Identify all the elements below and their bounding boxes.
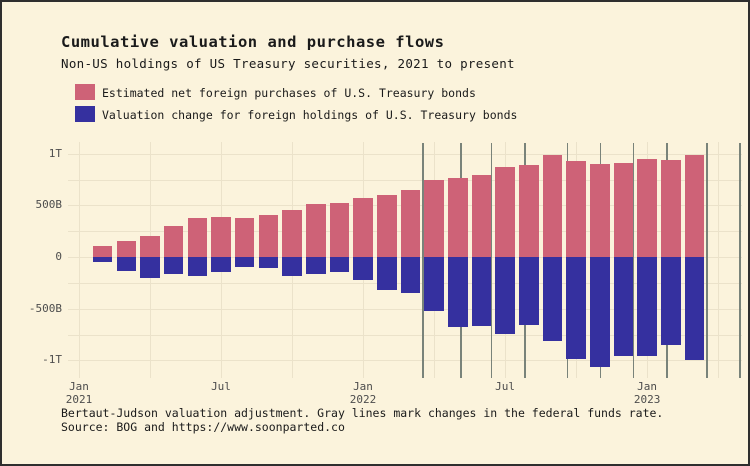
gridline-horizontal: [68, 360, 742, 362]
valuation-bar: [519, 257, 539, 326]
x-axis-label: Jan 2022: [335, 380, 391, 406]
y-axis-label: -500B: [28, 301, 62, 315]
chart-title: Cumulative valuation and purchase flows: [61, 33, 445, 51]
legend-swatch-valuation: [75, 106, 95, 122]
x-axis-label: Jan 2023: [619, 380, 675, 406]
valuation-bar: [234, 257, 255, 267]
purchases-bar: [187, 218, 208, 257]
purchases-bar: [234, 217, 255, 257]
fed-funds-rate-change-line: [739, 143, 741, 378]
legend-swatch-purchases: [75, 84, 95, 100]
x-axis-label: Jul: [477, 380, 533, 393]
purchases-bar: [211, 217, 231, 257]
valuation-bar: [613, 257, 634, 357]
purchases-bar: [400, 189, 421, 257]
gridline-horizontal: [68, 334, 742, 336]
gridline-horizontal: [68, 179, 742, 181]
purchases-bar: [258, 214, 279, 257]
purchases-bar: [542, 155, 563, 257]
purchases-bar: [329, 203, 350, 257]
gridline-vertical: [718, 142, 720, 378]
valuation-bar: [140, 257, 160, 278]
chart-subtitle: Non-US holdings of US Treasury securitie…: [61, 56, 515, 71]
purchases-bar: [637, 158, 657, 257]
plot-area: [68, 142, 742, 378]
valuation-bar: [353, 257, 373, 281]
y-axis-label: -1T: [42, 353, 62, 367]
y-axis-label: 1T: [48, 146, 62, 160]
valuation-bar: [590, 257, 610, 367]
purchases-bar: [92, 245, 113, 257]
purchases-bar: [661, 159, 681, 257]
legend-label-purchases: Estimated net foreign purchases of U.S. …: [102, 86, 476, 100]
footnote: Bertaut-Judson valuation adjustment. Gra…: [61, 406, 664, 420]
x-axis-label-month: Jan: [353, 380, 373, 393]
purchases-bar: [448, 178, 468, 257]
valuation-bar: [637, 257, 657, 357]
x-axis-label-year: 2021: [65, 393, 93, 406]
purchases-bar: [590, 164, 610, 257]
x-axis-label-month: Jul: [495, 380, 516, 393]
y-axis-label: 500B: [35, 198, 63, 212]
purchases-bar: [140, 236, 160, 257]
purchases-bar: [566, 161, 586, 257]
valuation-bar: [495, 257, 515, 334]
valuation-bar: [542, 257, 563, 342]
valuation-bar: [566, 257, 586, 359]
purchases-bar: [282, 210, 302, 257]
valuation-bar: [400, 257, 421, 293]
valuation-bar: [661, 257, 681, 346]
purchases-bar: [424, 180, 444, 257]
purchases-bar: [684, 155, 705, 257]
x-axis-label: Jul: [193, 380, 249, 393]
valuation-bar: [282, 257, 302, 276]
valuation-bar: [211, 257, 231, 272]
legend-label-valuation: Valuation change for foreign holdings of…: [102, 108, 518, 122]
valuation-bar: [684, 257, 705, 361]
x-axis-label: Jan 2021: [51, 380, 107, 406]
valuation-bar: [187, 257, 208, 277]
purchases-bar: [495, 167, 515, 257]
valuation-bar: [306, 257, 326, 275]
fed-funds-rate-change-line: [632, 143, 635, 378]
valuation-bar: [92, 257, 113, 263]
gridline-horizontal: [68, 308, 742, 310]
x-axis-label-year: 2023: [633, 393, 661, 406]
valuation-bar: [424, 257, 444, 311]
fed-funds-rate-change-line: [490, 143, 493, 378]
valuation-bar: [471, 257, 492, 327]
gridline-vertical: [79, 142, 80, 378]
x-axis-label-month: Jul: [211, 380, 231, 393]
y-axis-label: 0: [55, 250, 62, 263]
x-axis-label-month: Jan: [637, 380, 658, 393]
valuation-bar: [116, 257, 137, 272]
fed-funds-rate-change-line: [422, 143, 424, 378]
source-url: https://www.soonparted.co: [171, 420, 345, 434]
valuation-bar: [377, 257, 397, 291]
source-line: Source: BOG and https://www.soonparted.c…: [61, 420, 345, 434]
purchases-bar: [471, 175, 492, 257]
source-label: Source: BOG and: [61, 420, 165, 434]
purchases-bar: [377, 195, 397, 257]
purchases-bar: [306, 204, 326, 257]
gridline-horizontal: [68, 153, 742, 155]
valuation-bar: [329, 257, 350, 272]
valuation-bar: [448, 257, 468, 328]
valuation-bar: [258, 257, 279, 269]
valuation-bar: [163, 257, 184, 275]
x-axis-label-month: Jan: [69, 380, 89, 393]
purchases-bar: [353, 197, 373, 257]
purchases-bar: [613, 162, 634, 257]
purchases-bar: [163, 226, 184, 257]
fed-funds-rate-change-line: [706, 143, 708, 378]
purchases-bar: [116, 240, 137, 257]
x-axis-label-year: 2022: [349, 393, 377, 406]
purchases-bar: [519, 164, 539, 257]
